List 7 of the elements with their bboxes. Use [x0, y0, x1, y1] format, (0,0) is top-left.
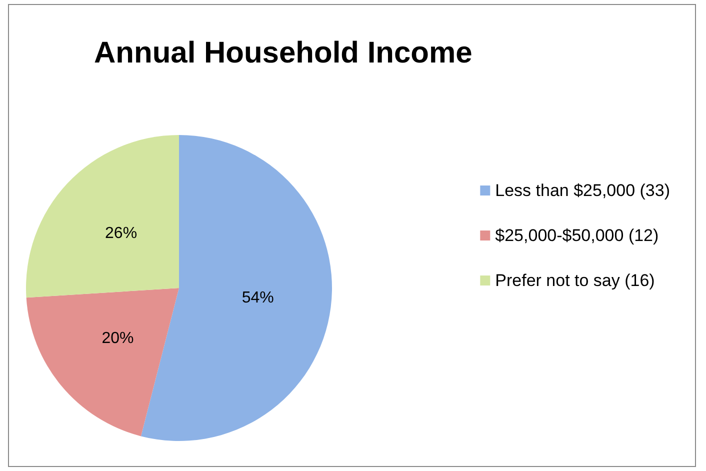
legend-label: Prefer not to say (16): [495, 271, 655, 290]
data-label: 26%: [105, 225, 138, 242]
legend-label: Less than $25,000 (33): [495, 181, 670, 200]
chart-title: Annual Household Income: [94, 36, 472, 70]
legend-label: $25,000-$50,000 (12): [495, 226, 659, 245]
data-label: 54%: [242, 289, 274, 306]
data-label: 20%: [102, 330, 134, 348]
